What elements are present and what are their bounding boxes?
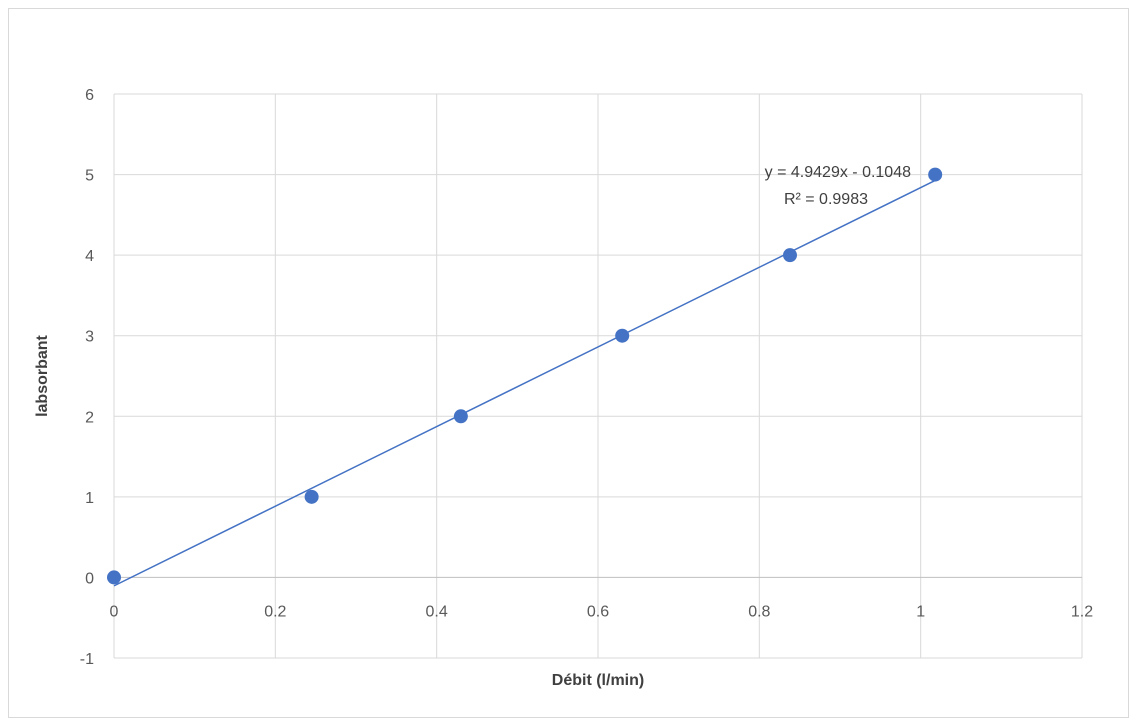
x-tick-label: 0.4 — [426, 603, 448, 620]
x-axis-title: Débit (l/min) — [552, 672, 644, 689]
y-tick-label: 0 — [85, 570, 94, 587]
y-tick-label: 1 — [85, 490, 94, 507]
x-tick-label: 0 — [110, 603, 119, 620]
chart-area — [8, 8, 1129, 718]
x-tick-label: 1 — [916, 603, 925, 620]
tick-labels: -1 0 1 2 3 4 5 6 0 0.2 0.4 0.6 0.8 1 1.2 — [80, 87, 1093, 668]
data-point — [615, 328, 630, 343]
y-tick-label: 3 — [85, 329, 94, 346]
y-tick-label: 6 — [85, 87, 94, 104]
data-point — [453, 409, 468, 424]
y-tick-label: 4 — [85, 248, 94, 265]
gridlines — [113, 93, 1083, 659]
data-point — [304, 489, 319, 504]
y-tick-label: -1 — [80, 651, 94, 668]
data-points — [107, 167, 943, 585]
data-point — [107, 570, 121, 585]
x-tick-label: 0.2 — [264, 603, 286, 620]
y-tick-label: 2 — [85, 409, 94, 426]
x-tick-label: 0.6 — [587, 603, 609, 620]
trendline-group — [113, 179, 936, 587]
data-point — [782, 248, 797, 263]
y-tick-label: 5 — [85, 168, 94, 185]
x-tick-label: 1.2 — [1071, 603, 1093, 620]
trendline-equation-label: y = 4.9429x - 0.1048 — [765, 164, 911, 181]
trendline — [113, 179, 936, 587]
x-tick-label: 0.8 — [748, 603, 770, 620]
trendline-r2-label: R² = 0.9983 — [784, 191, 868, 208]
y-axis-title: labsorbant — [34, 334, 51, 416]
data-point — [928, 167, 943, 182]
